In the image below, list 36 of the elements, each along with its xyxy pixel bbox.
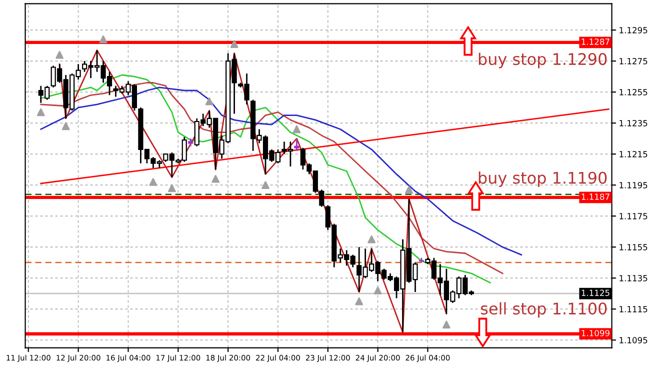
ref-line-label: 1.1099	[582, 330, 610, 336]
point	[262, 181, 270, 189]
point	[355, 297, 364, 306]
point	[405, 186, 413, 194]
point	[205, 97, 214, 106]
point	[36, 108, 45, 116]
y-tick-label: 1.1135	[620, 275, 648, 282]
ref-line-label: 1.1187	[582, 194, 610, 200]
point	[62, 122, 70, 130]
y-tick-label: 1.1195	[620, 182, 648, 188]
point	[212, 174, 220, 183]
ref-line-label: 1.1125	[582, 290, 610, 296]
point	[56, 50, 64, 59]
y-tick-label: 1.1255	[620, 89, 648, 96]
y-tick-label: 1.1095	[620, 337, 648, 344]
point	[442, 320, 450, 328]
y-tick-label: 1.1175	[620, 213, 648, 220]
y-tick-label: 1.1295	[620, 27, 648, 34]
y-tick-label: 1.1235	[620, 120, 648, 126]
point	[292, 125, 301, 134]
ref-line-label: 1.1287	[582, 38, 610, 45]
annotation: buy stop 1.1290	[478, 52, 607, 68]
point	[99, 35, 108, 44]
line-series	[58, 50, 448, 333]
point	[368, 235, 376, 244]
annotation: sell stop 1.1100	[481, 302, 607, 318]
point	[374, 286, 382, 294]
point	[230, 40, 238, 48]
annotation: buy stop 1.1190	[478, 171, 607, 187]
y-tick-label: 1.1275	[620, 58, 648, 64]
y-tick-label: 1.1115	[620, 306, 648, 312]
y-tick-label: 1.1155	[620, 244, 648, 250]
y-tick-label: 1.1215	[620, 151, 648, 158]
point	[168, 184, 176, 192]
candlestick	[294, 138, 300, 152]
point	[149, 178, 158, 186]
